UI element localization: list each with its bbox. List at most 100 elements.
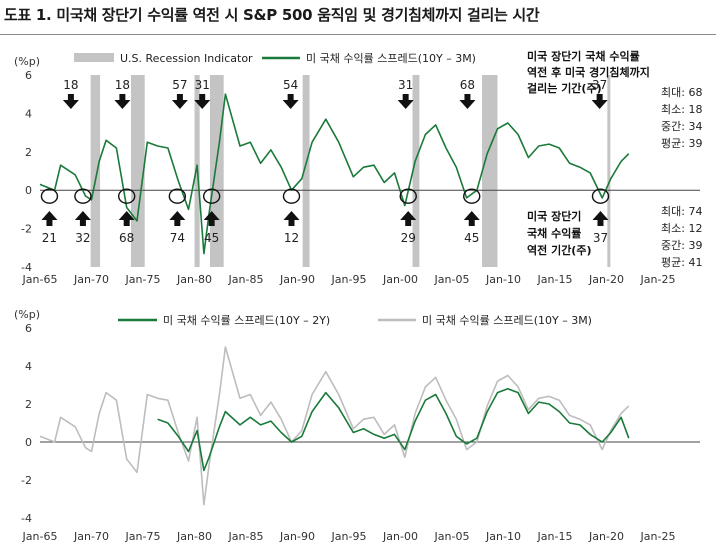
bottom-xtick-Jan-95: Jan-95: [331, 530, 367, 543]
bottom-marker-arrow-1: [74, 211, 91, 226]
bottom-xtick-Jan-75: Jan-75: [125, 530, 161, 543]
inversion-circle-2: [117, 188, 136, 204]
top-xtick-Jan-70: Jan-70: [73, 273, 109, 286]
bottom-marker-arrow-4: [203, 211, 220, 226]
bottom-ytick--4: -4: [21, 512, 32, 525]
bottom-marker-arrow-6: [400, 211, 417, 226]
top-marker-arrow-3: [194, 94, 211, 109]
recession-bar-5: [412, 75, 420, 267]
bottom-spread-10y2y-line: [157, 388, 630, 472]
top-ytick-0: 0: [25, 184, 32, 197]
top-ytick--4: -4: [21, 261, 32, 274]
stats-bottom-2: 중간: 39: [661, 239, 702, 252]
bottom-marker-label-4: 45: [204, 231, 219, 245]
top-ytick--2: -2: [21, 223, 32, 236]
top-spread-10y3m-line: [39, 93, 630, 255]
top-xtick-Jan-20: Jan-20: [588, 273, 624, 286]
stats-top-2: 중간: 34: [661, 120, 702, 133]
legend-recession-swatch: [74, 53, 114, 62]
top-marker-label-3: 31: [195, 78, 210, 92]
bottom-marker-label-5: 12: [284, 231, 299, 245]
bottom-marker-label-3: 74: [170, 231, 185, 245]
bottom-xtick-Jan-70: Jan-70: [73, 530, 109, 543]
top-marker-label-2: 57: [172, 78, 187, 92]
bottom-ytick--2: -2: [21, 474, 32, 487]
bottom-xtick-Jan-80: Jan-80: [176, 530, 212, 543]
top-ytick-4: 4: [25, 107, 32, 120]
title-divider: [0, 34, 716, 35]
top-marker-label-6: 68: [460, 78, 475, 92]
note-bottom-line-0: 미국 장단기: [527, 209, 581, 223]
bottom-xtick-Jan-10: Jan-10: [485, 530, 521, 543]
top-marker-arrow-2: [171, 94, 188, 109]
top-xtick-Jan-00: Jan-00: [382, 273, 418, 286]
top-marker-arrow-0: [62, 94, 79, 109]
top-xtick-Jan-80: Jan-80: [176, 273, 212, 286]
bottom-ytick-4: 4: [25, 360, 32, 373]
bottom-xtick-Jan-25: Jan-25: [640, 530, 676, 543]
bottom-marker-label-8: 37: [593, 231, 608, 245]
top-xtick-Jan-25: Jan-25: [640, 273, 676, 286]
top-unit-label: (%p): [14, 55, 40, 68]
bottom-marker-label-6: 29: [401, 231, 416, 245]
inversion-circle-8: [591, 188, 610, 204]
top-xtick-Jan-65: Jan-65: [22, 273, 58, 286]
top-marker-arrow-5: [397, 94, 414, 109]
top-marker-label-5: 31: [398, 78, 413, 92]
bottom-xtick-Jan-65: Jan-65: [22, 530, 58, 543]
legend-spread-label: 미 국채 수익률 스프레드(10Y – 3M): [306, 52, 476, 65]
bottom-marker-label-7: 45: [464, 231, 479, 245]
bottom-marker-arrow-5: [283, 211, 300, 226]
top-xtick-Jan-10: Jan-10: [485, 273, 521, 286]
note-top-line-2: 걸리는 기간(주): [527, 81, 602, 95]
top-marker-arrow-7: [591, 94, 608, 109]
stats-top-3: 평균: 39: [661, 137, 702, 150]
top-xtick-Jan-15: Jan-15: [537, 273, 573, 286]
bottom-marker-label-0: 21: [42, 231, 57, 245]
legend2-10y3m-label: 미 국채 수익률 스프레드(10Y – 3M): [422, 314, 592, 327]
page-title: 도표 1. 미국채 장단기 수익률 역전 시 S&P 500 움직임 및 경기침…: [4, 6, 540, 24]
inversion-circle-7: [463, 188, 481, 204]
bottom-ytick-2: 2: [25, 398, 32, 411]
top-marker-label-7: 37: [592, 78, 607, 92]
bottom-marker-label-2: 68: [119, 231, 134, 245]
bottom-ytick-0: 0: [25, 436, 32, 449]
top-xtick-Jan-75: Jan-75: [125, 273, 161, 286]
top-marker-arrow-1: [114, 94, 131, 109]
bottom-marker-arrow-8: [592, 211, 609, 226]
stats-bottom-3: 평균: 41: [661, 256, 702, 269]
top-xtick-Jan-85: Jan-85: [228, 273, 264, 286]
top-marker-label-1: 18: [115, 78, 130, 92]
bottom-xtick-Jan-05: Jan-05: [434, 530, 470, 543]
inversion-circle-4: [202, 188, 221, 204]
recession-bar-0: [90, 75, 101, 267]
note-top-line-0: 미국 장단기 국채 수익률: [527, 49, 640, 63]
bottom-xtick-Jan-20: Jan-20: [588, 530, 624, 543]
top-marker-arrow-4: [282, 94, 299, 109]
top-marker-arrow-6: [459, 94, 476, 109]
top-marker-label-4: 54: [283, 78, 298, 92]
bottom-marker-label-1: 32: [75, 231, 90, 245]
recession-bar-7: [607, 75, 611, 267]
bottom-xtick-Jan-00: Jan-00: [382, 530, 418, 543]
recession-bar-4: [302, 75, 310, 267]
recession-bar-1: [130, 75, 145, 267]
inversion-circle-3: [168, 188, 187, 204]
bottom-xtick-Jan-90: Jan-90: [279, 530, 315, 543]
bottom-xtick-Jan-85: Jan-85: [228, 530, 264, 543]
stats-bottom-1: 최소: 12: [661, 222, 702, 235]
bottom-marker-arrow-3: [169, 211, 186, 226]
inversion-circle-6: [399, 188, 417, 204]
legend-recession-label: U.S. Recession Indicator: [120, 52, 253, 65]
top-xtick-Jan-95: Jan-95: [331, 273, 367, 286]
bottom-spread-10y3m-line: [39, 346, 630, 506]
bottom-unit-label: (%p): [14, 308, 40, 321]
inversion-circle-0: [40, 188, 59, 204]
legend2-10y2y-label: 미 국채 수익률 스프레드(10Y – 2Y): [163, 314, 330, 327]
bottom-ytick-6: 6: [25, 322, 32, 335]
top-ytick-2: 2: [25, 146, 32, 159]
top-xtick-Jan-90: Jan-90: [279, 273, 315, 286]
bottom-marker-arrow-2: [118, 211, 135, 226]
top-xtick-Jan-05: Jan-05: [434, 273, 470, 286]
